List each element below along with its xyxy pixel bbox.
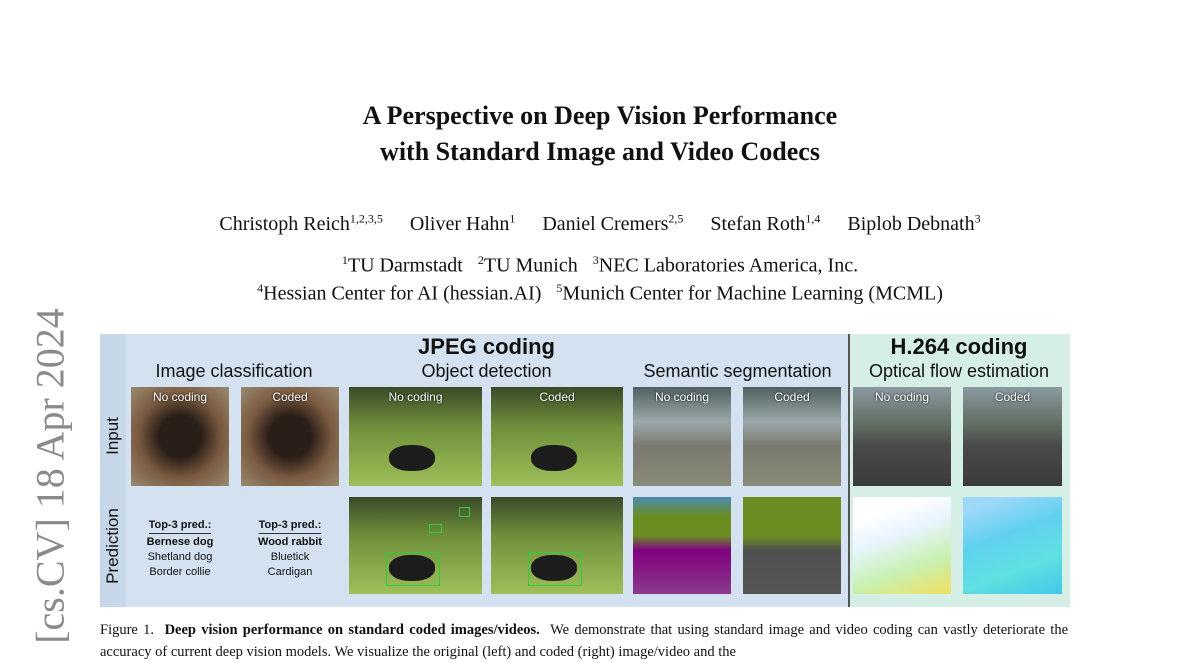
bear-image-no-coding: No coding <box>349 387 482 486</box>
jpeg-header: JPEG coding <box>418 334 555 359</box>
bear-image-coded: Coded <box>491 387 623 486</box>
affiliations-line: 4Hessian Center for AI (hessian.AI) 5Mun… <box>257 281 943 305</box>
optical-flow-no-coding <box>853 497 951 594</box>
dog-image-coded: Coded <box>241 387 339 486</box>
author: Daniel Cremers2,5 <box>542 211 684 235</box>
detection-box <box>459 507 470 517</box>
author: Biplob Debnath3 <box>847 211 981 235</box>
detection-box <box>386 552 440 586</box>
video-frame-no-coding: No coding <box>853 387 951 486</box>
author: Christoph Reich1,2,3,5 <box>219 211 383 235</box>
paper-title: A Perspective on Deep Vision Performance… <box>0 98 1200 170</box>
row-label-column <box>100 334 126 607</box>
street-image-no-coding: No coding <box>633 387 731 486</box>
h264-header: H.264 coding <box>890 334 1028 359</box>
title-line: A Perspective on Deep Vision Performance <box>362 101 838 130</box>
detection-coded <box>491 497 623 594</box>
detection-no-coding <box>349 497 482 594</box>
title-line: with Standard Image and Video Codecs <box>380 137 820 166</box>
detection-box <box>429 524 442 533</box>
task-label: Image classification <box>155 361 313 381</box>
segmentation-coded <box>743 497 841 594</box>
video-frame-coded: Coded <box>963 387 1062 486</box>
street-image-coded: Coded <box>743 387 841 486</box>
detection-box <box>528 552 582 586</box>
segmentation-no-coding <box>633 497 731 594</box>
row-label-input: Input <box>103 417 122 455</box>
task-label: Object detection <box>421 361 552 381</box>
figure-caption: Figure 1. Deep vision performance on sta… <box>100 622 1069 660</box>
top3-predictions-coded: Top-3 pred.: Wood rabbit Bluetick Cardig… <box>258 519 322 578</box>
figure-1: Input Prediction JPEG coding H.264 codin… <box>100 334 1070 607</box>
optical-flow-coded <box>963 497 1062 594</box>
affiliations-line: 1TU Darmstadt 2TU Munich 3NEC Laboratori… <box>341 253 859 277</box>
author: Stefan Roth1,4 <box>710 211 821 235</box>
dog-image-no-coding: No coding <box>131 387 229 486</box>
task-label: Optical flow estimation <box>868 361 1050 381</box>
top3-predictions-no-coding: Top-3 pred.: Bernese dog Shetland dog Bo… <box>146 519 214 578</box>
author-list: Christoph Reich1,2,3,5 Oliver Hahn1 Dani… <box>0 211 1200 236</box>
author: Oliver Hahn1 <box>409 211 516 235</box>
row-label-prediction: Prediction <box>103 508 122 584</box>
task-label: Semantic segmentation <box>643 361 832 381</box>
arxiv-stamp: [cs.CV] 18 Apr 2024 <box>27 308 73 644</box>
